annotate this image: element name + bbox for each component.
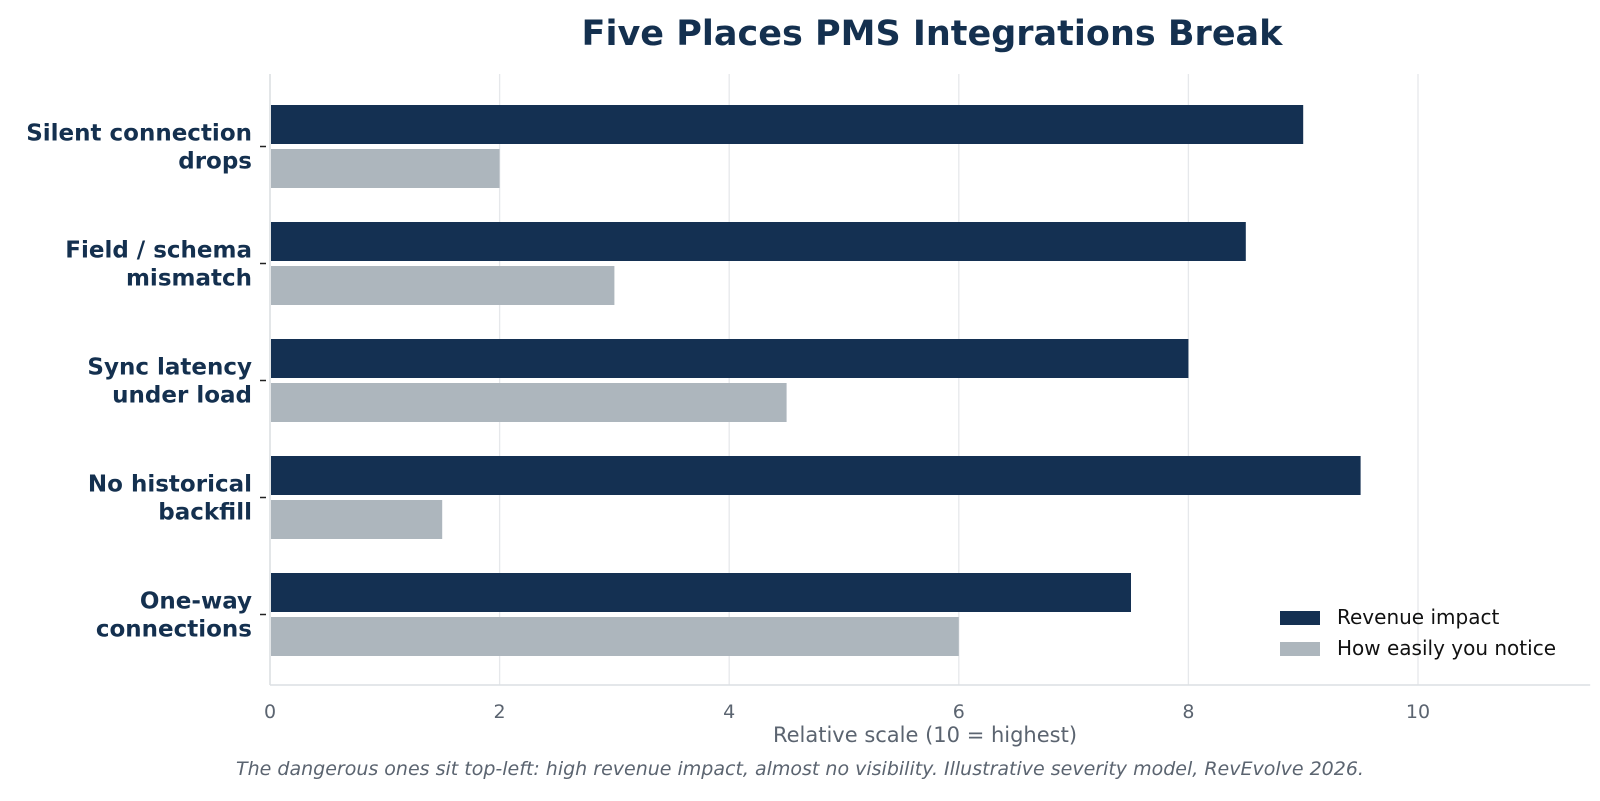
y-category-label-2: Sync latency under load bbox=[87, 355, 252, 409]
bar-how-easily-you-notice-0 bbox=[271, 149, 500, 188]
bar-how-easily-you-notice-2 bbox=[271, 383, 787, 422]
x-axis: 0 2 4 6 8 10 bbox=[260, 74, 1591, 723]
x-tick-label-8: 8 bbox=[1182, 701, 1194, 723]
legend-label-1: How easily you notice bbox=[1337, 636, 1556, 660]
x-tick-label-4: 4 bbox=[723, 701, 735, 723]
y-category-label-1: Field / schema mismatch bbox=[65, 238, 252, 292]
x-tick-label-0: 0 bbox=[264, 701, 276, 723]
bar-how-easily-you-notice-4 bbox=[271, 617, 959, 656]
bar-how-easily-you-notice-1 bbox=[271, 266, 615, 305]
x-tick-label-6: 6 bbox=[953, 701, 965, 723]
legend-swatch-0 bbox=[1280, 611, 1320, 625]
x-tick-label-10: 10 bbox=[1406, 701, 1430, 723]
legend-label-0: Revenue impact bbox=[1337, 605, 1499, 629]
y-category-label-4: One-way connections bbox=[96, 589, 252, 643]
x-tick-label-2: 2 bbox=[494, 701, 506, 723]
bar-revenue-impact-1 bbox=[271, 222, 1246, 261]
x-axis-label: Relative scale (10 = highest) bbox=[773, 723, 1077, 747]
category-labels: Silent connection drops Field / schema mism… bbox=[26, 121, 252, 643]
bar-revenue-impact-0 bbox=[271, 105, 1304, 144]
y-category-label-3: No historical backfill bbox=[88, 472, 252, 526]
chart-caption: The dangerous ones sit top-left: high re… bbox=[236, 758, 1364, 780]
bar-revenue-impact-2 bbox=[271, 339, 1189, 378]
chart-title: Five Places PMS Integrations Break bbox=[582, 14, 1284, 54]
legend: Revenue impact How easily you notice bbox=[1280, 605, 1556, 660]
bar-how-easily-you-notice-3 bbox=[271, 500, 443, 539]
y-category-label-0: Silent connection drops bbox=[26, 121, 252, 175]
bars bbox=[271, 105, 1361, 656]
bar-revenue-impact-3 bbox=[271, 456, 1361, 495]
legend-swatch-1 bbox=[1280, 642, 1320, 656]
bar-revenue-impact-4 bbox=[271, 573, 1131, 612]
